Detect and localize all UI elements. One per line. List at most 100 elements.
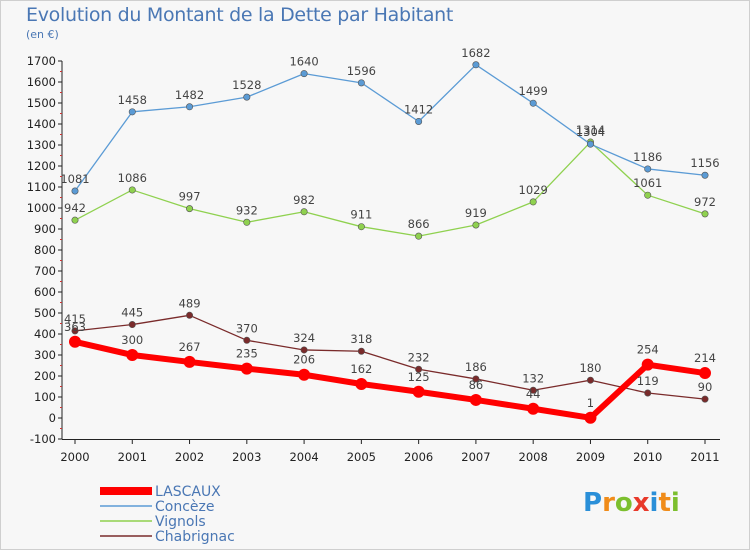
point-lascaux	[641, 358, 654, 371]
point-chabrignac	[472, 375, 480, 383]
value-label-chabrignac: 318	[350, 332, 372, 346]
point-conc-ze	[529, 99, 537, 107]
value-label-conc-ze: 1156	[690, 156, 719, 170]
value-label-vignols: 1314	[576, 123, 605, 137]
y-tick-label: 1600	[27, 75, 56, 89]
point-lascaux	[584, 411, 597, 424]
value-label-lascaux: 125	[408, 370, 430, 384]
x-tick-label: 2005	[347, 450, 376, 464]
x-tick-label: 2003	[232, 450, 261, 464]
value-label-lascaux: 267	[179, 340, 201, 354]
logo-letter: o	[614, 488, 633, 518]
point-vignols	[529, 198, 537, 206]
y-tick-label: 300	[34, 348, 56, 362]
value-label-lascaux: 1	[587, 396, 594, 410]
value-label-conc-ze: 1081	[60, 172, 89, 186]
point-conc-ze	[472, 61, 480, 69]
value-label-lascaux: 44	[526, 387, 541, 401]
y-tick-label: 1700	[27, 54, 56, 68]
logo-letter: P	[583, 488, 603, 518]
legend-label: LASCAUX	[155, 484, 221, 500]
point-lascaux	[126, 349, 139, 361]
y-tick-label: 1500	[27, 96, 56, 110]
point-vignols	[186, 205, 194, 213]
value-label-vignols: 997	[179, 190, 201, 204]
value-label-conc-ze: 1412	[404, 102, 433, 116]
y-tick-label: 100	[34, 390, 56, 404]
value-label-chabrignac: 232	[408, 350, 430, 364]
value-label-vignols: 1061	[633, 176, 662, 190]
value-label-vignols: 942	[64, 201, 86, 215]
y-tick-label: 500	[34, 306, 56, 320]
value-label-lascaux: 86	[469, 378, 484, 392]
point-chabrignac	[243, 336, 251, 344]
value-label-vignols: 1029	[519, 183, 548, 197]
y-tick-label: 200	[34, 369, 56, 383]
point-vignols	[415, 232, 423, 240]
y-tick-label: 0	[49, 411, 56, 425]
point-vignols	[243, 218, 251, 226]
logo-letter: i	[670, 488, 680, 518]
y-tick-label: -100	[30, 432, 56, 446]
x-tick-label: 2008	[519, 450, 548, 464]
point-lascaux	[469, 393, 482, 406]
y-tick-label: 600	[34, 285, 56, 299]
point-chabrignac	[186, 311, 194, 319]
series-line-conc-ze	[74, 64, 706, 192]
legend-label: Chabrignac	[155, 529, 235, 545]
value-label-lascaux: 235	[236, 347, 258, 361]
value-label-conc-ze: 1458	[118, 93, 147, 107]
value-label-lascaux: 363	[64, 320, 86, 334]
point-chabrignac	[586, 376, 594, 384]
value-label-vignols: 1086	[118, 171, 147, 185]
value-label-vignols: 972	[694, 195, 716, 209]
x-tick-label: 2010	[633, 450, 662, 464]
point-vignols	[71, 216, 79, 224]
proxiti-logo: Proxiti	[583, 488, 680, 518]
y-tick-label: 1200	[27, 159, 56, 173]
value-label-chabrignac: 415	[64, 312, 86, 326]
y-tick-label: 1300	[27, 138, 56, 152]
series-line-lascaux	[72, 338, 708, 421]
point-chabrignac	[71, 327, 79, 335]
point-vignols	[300, 208, 308, 216]
y-tick-label: 800	[34, 243, 56, 257]
point-vignols	[701, 210, 709, 218]
value-label-chabrignac: 180	[579, 361, 601, 375]
chart-title: Evolution du Montant de la Dette par Hab…	[26, 4, 454, 26]
point-chabrignac	[300, 346, 308, 354]
point-lascaux	[355, 377, 368, 390]
point-vignols	[357, 223, 365, 231]
point-vignols	[128, 186, 136, 194]
series-layer	[69, 61, 711, 424]
x-tick-label: 2000	[60, 450, 89, 464]
y-tick-label: 700	[34, 264, 56, 278]
y-tick-label: 900	[34, 222, 56, 236]
value-label-vignols: 911	[350, 208, 372, 222]
value-label-lascaux: 206	[293, 353, 315, 367]
point-conc-ze	[128, 108, 136, 116]
value-label-chabrignac: 119	[637, 374, 659, 388]
point-lascaux	[69, 335, 81, 348]
point-conc-ze	[701, 171, 709, 179]
point-lascaux	[412, 385, 425, 398]
point-chabrignac	[357, 347, 365, 355]
point-chabrignac	[415, 365, 423, 373]
logo-letter: i	[649, 488, 659, 518]
x-tick-label: 2006	[404, 450, 433, 464]
value-label-chabrignac: 445	[121, 306, 143, 320]
point-conc-ze	[300, 70, 308, 78]
value-label-conc-ze: 1596	[347, 64, 376, 78]
value-label-conc-ze: 1640	[289, 55, 318, 69]
y-tick-label: 1100	[27, 180, 56, 194]
point-lascaux	[240, 362, 253, 375]
series-line-vignols	[74, 141, 706, 237]
point-lascaux	[699, 367, 711, 380]
value-label-lascaux: 300	[121, 333, 143, 347]
point-lascaux	[527, 402, 540, 415]
y-tick-label: 400	[34, 327, 56, 341]
axes: -100 0 100 200 300 400 500 600 700 800 900 1000 1100…	[27, 54, 720, 464]
value-label-chabrignac: 370	[236, 321, 258, 335]
